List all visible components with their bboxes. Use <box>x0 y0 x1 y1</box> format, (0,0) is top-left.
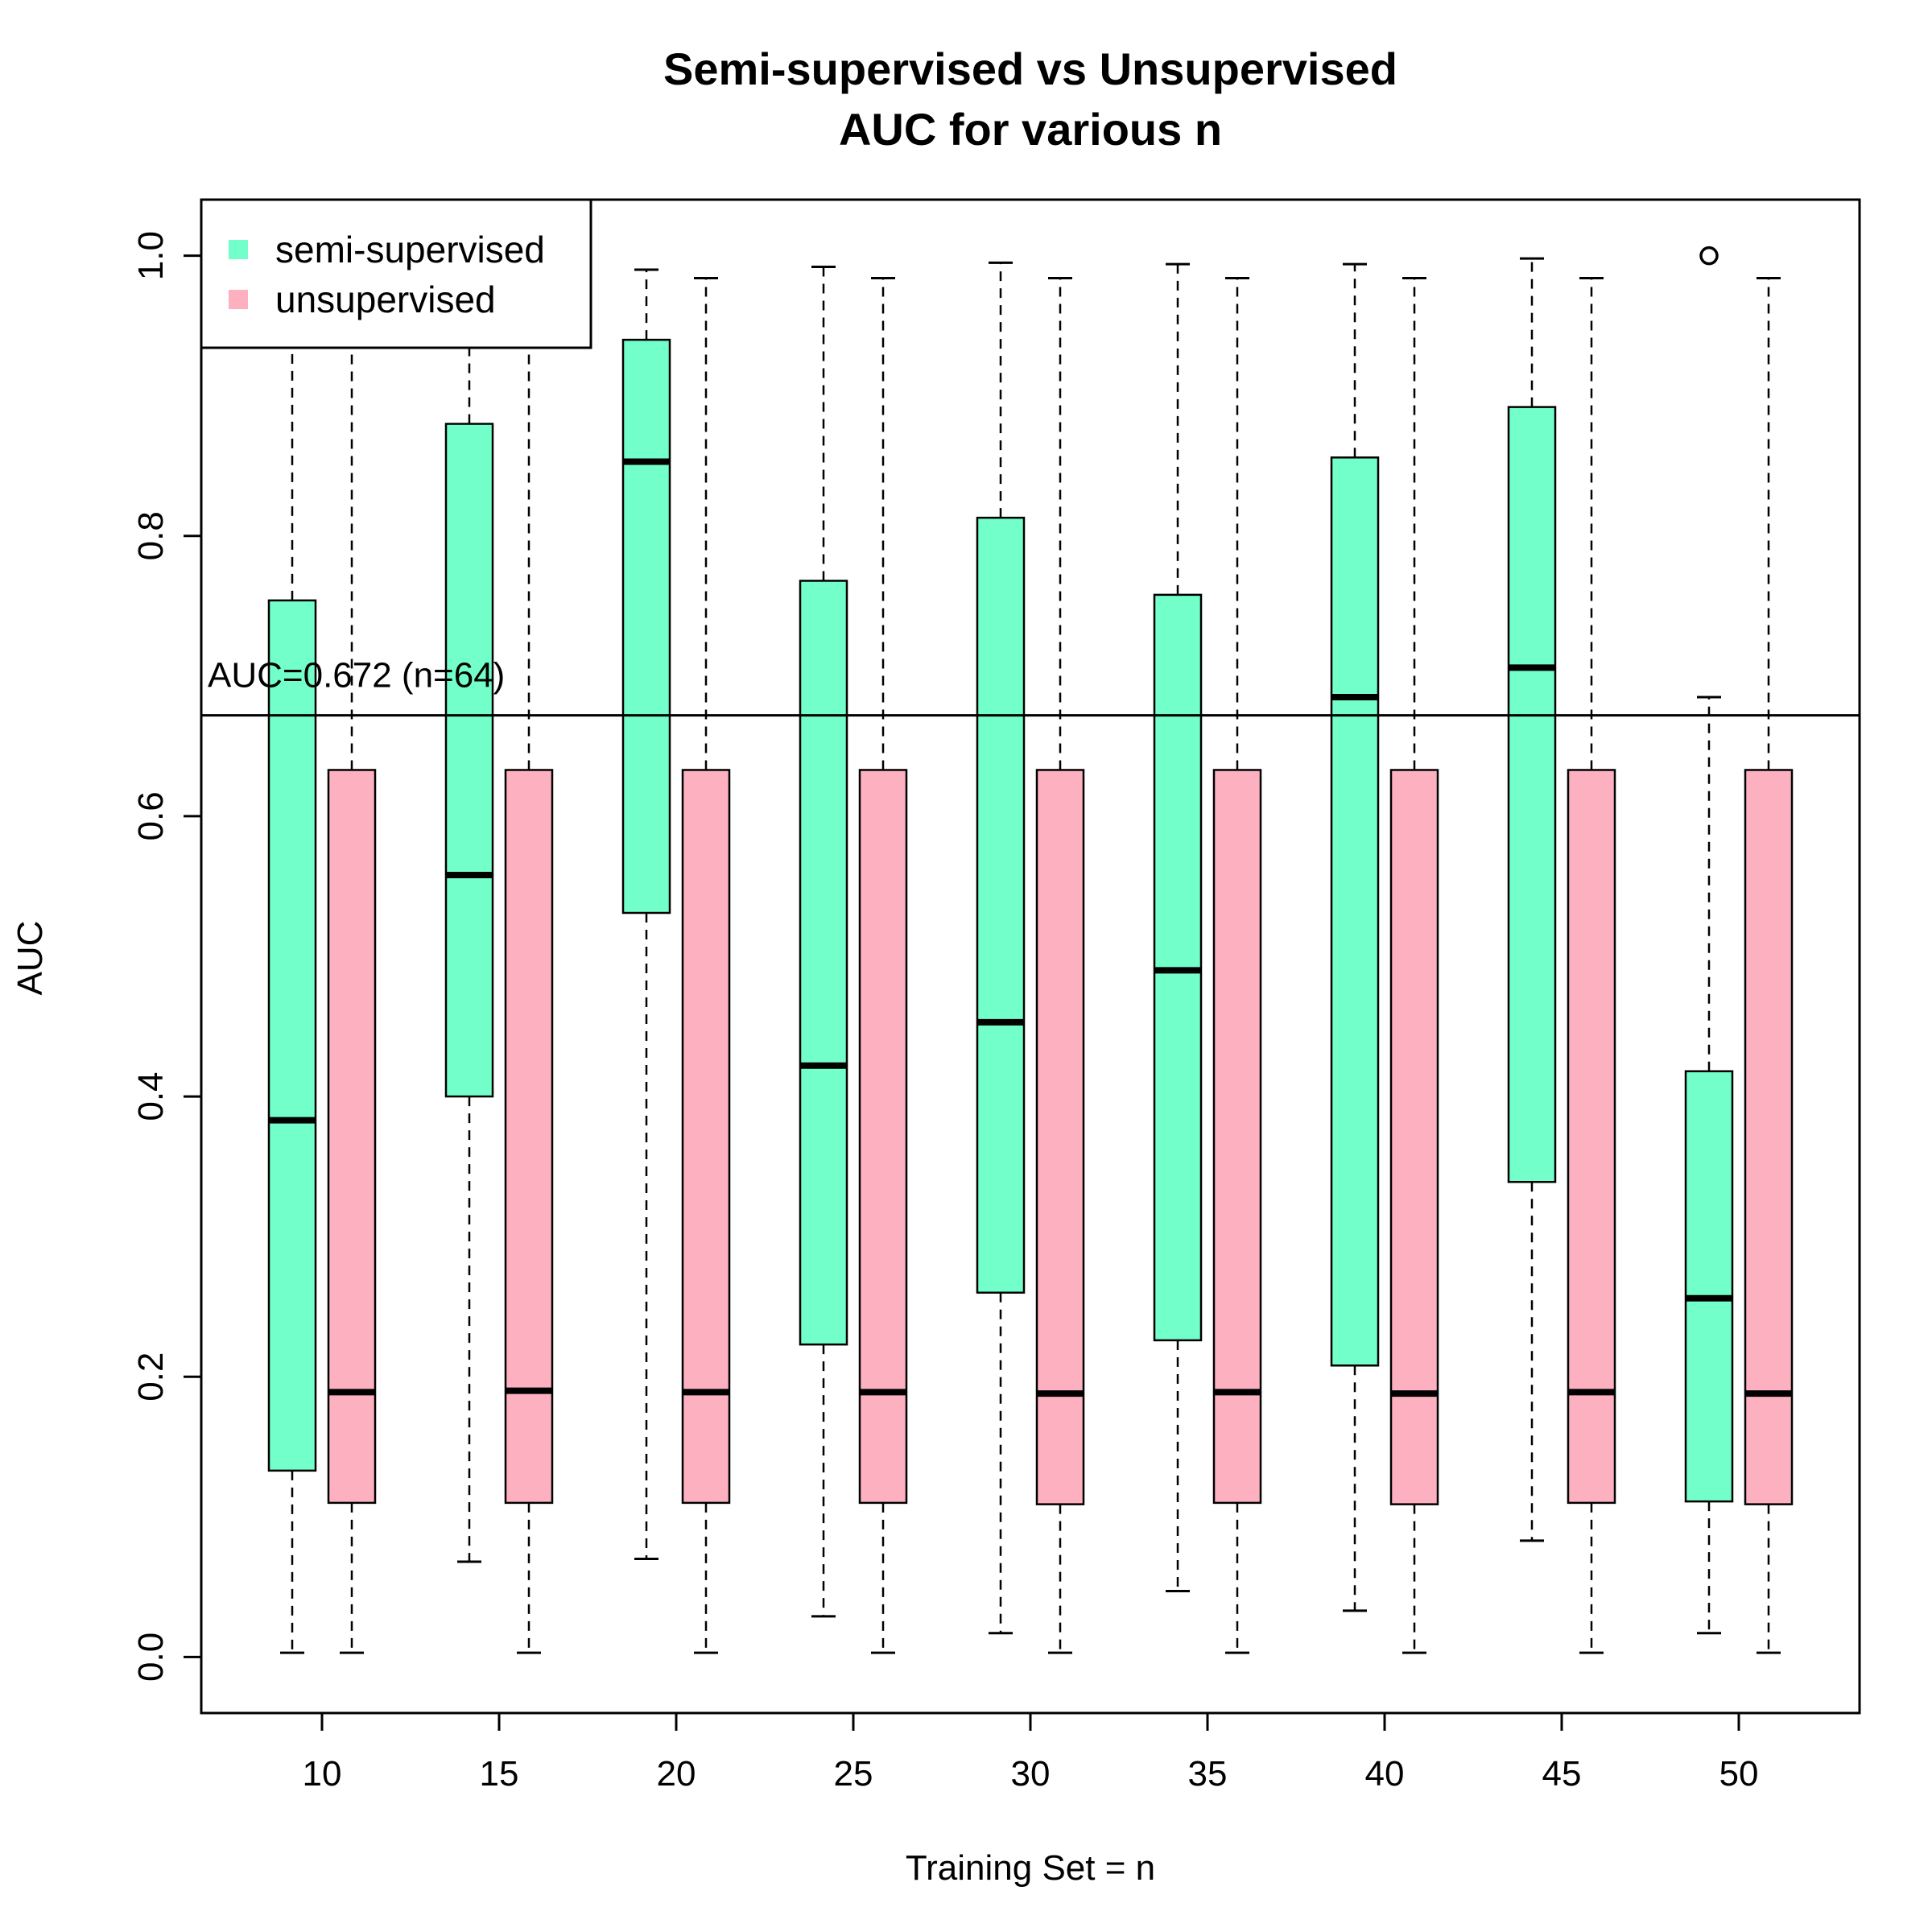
x-tick-label-30: 30 <box>1011 1754 1051 1794</box>
box-group-semi-supervised-20 <box>621 268 671 1561</box>
box-semi-supervised-30 <box>976 516 1026 1294</box>
box-group-semi-supervised-35 <box>1153 262 1203 1593</box>
box-semi-supervised-40 <box>1330 456 1380 1367</box>
box-group-semi-supervised-10 <box>267 254 317 1654</box>
y-tick-label-0.4: 0.4 <box>131 1071 171 1121</box>
box-semi-supervised-10 <box>267 599 317 1472</box>
box-unsupervised-40 <box>1389 769 1439 1505</box>
x-tick-label-40: 40 <box>1365 1754 1405 1794</box>
box-unsupervised-15 <box>504 769 554 1505</box>
x-tick-label-25: 25 <box>834 1754 873 1794</box>
outlier-semi-supervised-50-0 <box>1699 246 1719 266</box>
y-tick-label-1.0: 1.0 <box>131 231 171 280</box>
axes: 0.0 0.2 0.4 0.6 0.8 1.0 10 15 20 25 30 35 40 45 50 <box>131 198 1861 1794</box>
x-tick-label-35: 35 <box>1188 1754 1228 1794</box>
box-group-unsupervised-40 <box>1389 276 1439 1654</box>
box-group-unsupervised-25 <box>858 276 908 1654</box>
box-group-unsupervised-10 <box>327 254 377 1654</box>
box-group-unsupervised-45 <box>1567 276 1616 1654</box>
y-tick-label-0.2: 0.2 <box>131 1352 171 1402</box>
chart-title-line-1: Semi-supervised vs Unsupervised <box>663 43 1397 94</box>
box-group-unsupervised-35 <box>1212 276 1262 1654</box>
box-group-semi-supervised-45 <box>1507 257 1557 1542</box>
box-semi-supervised-50 <box>1684 1070 1734 1503</box>
box-group-semi-supervised-15 <box>444 254 494 1563</box>
x-tick-label-10: 10 <box>303 1754 342 1794</box>
x-tick-label-50: 50 <box>1719 1754 1759 1794</box>
box-unsupervised-30 <box>1035 769 1085 1505</box>
y-tick-label-0.6: 0.6 <box>131 791 171 840</box>
box-semi-supervised-20 <box>621 338 671 914</box>
y-tick-label-0.0: 0.0 <box>131 1633 171 1682</box>
box-unsupervised-10 <box>327 769 377 1505</box>
legend: semi-supervised unsupervised <box>200 198 592 349</box>
reference-line-label: AUC=0.672 (n=64) <box>208 656 505 696</box>
box-group-unsupervised-50 <box>1744 276 1794 1654</box>
box-semi-supervised-45 <box>1507 406 1557 1183</box>
box-group-semi-supervised-30 <box>976 261 1026 1635</box>
chart-title-line-2: AUC for various n <box>839 104 1222 155</box>
box-semi-supervised-25 <box>799 580 848 1346</box>
box-group-unsupervised-15 <box>504 254 554 1654</box>
legend-swatch-unsupervised <box>229 290 248 309</box>
box-semi-supervised-15 <box>444 423 494 1098</box>
box-group-semi-supervised-40 <box>1330 262 1380 1612</box>
box-unsupervised-25 <box>858 769 908 1505</box>
x-tick-label-45: 45 <box>1542 1754 1582 1794</box>
box-unsupervised-35 <box>1212 769 1262 1505</box>
box-group-unsupervised-20 <box>681 276 731 1654</box>
x-tick-label-20: 20 <box>657 1754 696 1794</box>
y-tick-label-0.8: 0.8 <box>131 511 171 560</box>
plot-area <box>267 246 1794 1654</box>
x-axis-label: Training Set = n <box>906 1848 1155 1888</box>
box-group-unsupervised-30 <box>1035 276 1085 1654</box>
legend-box <box>200 198 592 349</box>
legend-label-semi-supervised: semi-supervised <box>275 229 545 270</box>
box-unsupervised-20 <box>681 769 731 1505</box>
x-tick-label-15: 15 <box>480 1754 519 1794</box>
box-group-semi-supervised-50 <box>1684 246 1734 1635</box>
legend-swatch-semi-supervised <box>229 240 248 259</box>
box-unsupervised-45 <box>1567 769 1616 1505</box>
box-group-semi-supervised-25 <box>799 266 848 1618</box>
y-axis-label: AUC <box>10 921 50 996</box>
box-unsupervised-50 <box>1744 769 1794 1505</box>
legend-label-unsupervised: unsupervised <box>275 279 496 320</box>
